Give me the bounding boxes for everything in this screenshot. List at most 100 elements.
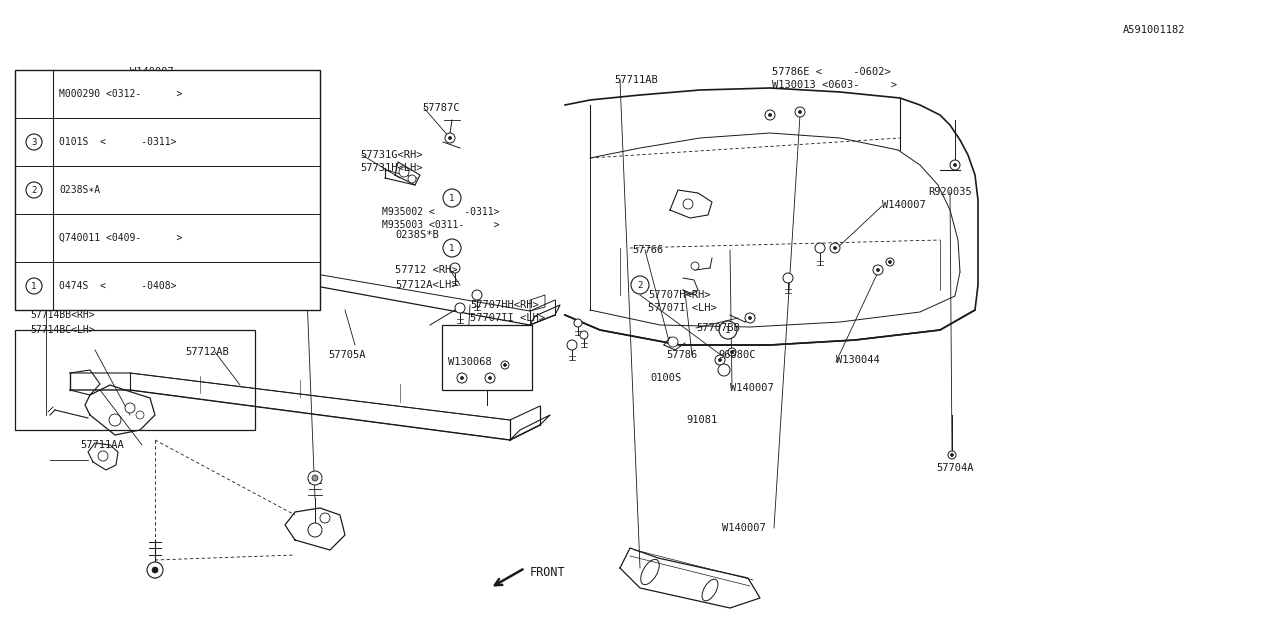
- Circle shape: [136, 411, 145, 419]
- Circle shape: [799, 111, 801, 113]
- Text: 1: 1: [726, 326, 731, 335]
- Circle shape: [783, 273, 794, 283]
- Circle shape: [718, 358, 722, 362]
- Circle shape: [573, 319, 582, 327]
- Circle shape: [718, 364, 730, 376]
- Text: M935003 <0311-     >: M935003 <0311- >: [381, 220, 499, 230]
- Circle shape: [312, 475, 317, 481]
- Circle shape: [728, 348, 736, 356]
- Circle shape: [125, 403, 134, 413]
- Circle shape: [631, 276, 649, 294]
- Circle shape: [888, 260, 891, 264]
- Text: 57714BC<LH>: 57714BC<LH>: [29, 325, 95, 335]
- Text: W140007: W140007: [722, 523, 765, 533]
- Text: W130013 <0603-     >: W130013 <0603- >: [772, 80, 897, 90]
- Text: 57728: 57728: [50, 195, 81, 205]
- Bar: [442, 325, 532, 390]
- Circle shape: [567, 340, 577, 350]
- Circle shape: [308, 471, 323, 485]
- Circle shape: [408, 175, 416, 183]
- Text: M000290 <0312-      >: M000290 <0312- >: [59, 89, 182, 99]
- Circle shape: [954, 163, 956, 166]
- Circle shape: [308, 523, 323, 537]
- Circle shape: [768, 113, 772, 116]
- Text: 57712A<LH>: 57712A<LH>: [396, 280, 457, 290]
- Circle shape: [719, 321, 737, 339]
- Circle shape: [451, 263, 460, 273]
- Circle shape: [948, 451, 956, 459]
- Circle shape: [147, 562, 163, 578]
- Circle shape: [472, 290, 483, 300]
- Text: 57731H<LH>: 57731H<LH>: [360, 163, 422, 173]
- Text: 3: 3: [32, 273, 37, 282]
- Circle shape: [950, 160, 960, 170]
- Circle shape: [152, 567, 157, 573]
- Circle shape: [886, 258, 893, 266]
- Circle shape: [454, 303, 465, 313]
- Circle shape: [877, 269, 879, 271]
- Text: 57707BB: 57707BB: [696, 323, 740, 333]
- Circle shape: [489, 376, 492, 380]
- Text: 57704A: 57704A: [936, 463, 974, 473]
- Text: ③: ③: [22, 273, 28, 283]
- Circle shape: [503, 364, 507, 367]
- Text: Q740011 <0409-      >: Q740011 <0409- >: [59, 233, 182, 243]
- Text: A591001182: A591001182: [1123, 25, 1185, 35]
- Text: 0238S∗A: 0238S∗A: [59, 185, 100, 195]
- Circle shape: [745, 313, 755, 323]
- Text: 57707I <LH>: 57707I <LH>: [648, 303, 717, 313]
- Text: 1: 1: [449, 243, 454, 253]
- Text: FRONT: FRONT: [530, 566, 566, 579]
- Circle shape: [500, 361, 509, 369]
- Text: 57711AA: 57711AA: [81, 440, 124, 450]
- Text: 57712 <RH>: 57712 <RH>: [396, 265, 457, 275]
- Circle shape: [399, 167, 410, 177]
- Text: 57786E <     -0602>: 57786E < -0602>: [772, 67, 891, 77]
- Circle shape: [443, 189, 461, 207]
- Circle shape: [485, 373, 495, 383]
- Text: 57766: 57766: [632, 245, 663, 255]
- Text: 91081: 91081: [686, 415, 717, 425]
- Bar: [15, 330, 255, 430]
- Text: 1: 1: [31, 282, 37, 291]
- Text: 3: 3: [31, 138, 37, 147]
- Text: 57712AB: 57712AB: [186, 347, 229, 357]
- Text: 57714BB<RH>: 57714BB<RH>: [29, 310, 95, 320]
- Circle shape: [765, 110, 774, 120]
- Text: M935002 <     -0311>: M935002 < -0311>: [381, 207, 499, 217]
- Text: 0101S  <      -0311>: 0101S < -0311>: [59, 137, 177, 147]
- Text: 0100S: 0100S: [650, 373, 681, 383]
- Circle shape: [795, 107, 805, 117]
- Circle shape: [873, 265, 883, 275]
- Bar: [15, 70, 320, 310]
- Text: 57707H<RH>: 57707H<RH>: [648, 290, 710, 300]
- Circle shape: [457, 373, 467, 383]
- Text: W140007: W140007: [882, 200, 925, 210]
- Circle shape: [731, 351, 733, 353]
- Text: 1: 1: [449, 193, 454, 202]
- Circle shape: [99, 451, 108, 461]
- Text: 57731G<RH>: 57731G<RH>: [360, 150, 422, 160]
- Circle shape: [448, 136, 452, 140]
- Circle shape: [833, 246, 837, 250]
- Text: 57705A: 57705A: [328, 350, 366, 360]
- Circle shape: [109, 414, 122, 426]
- Circle shape: [951, 454, 954, 456]
- Text: 57707II <LH>: 57707II <LH>: [470, 313, 545, 323]
- Text: 57786: 57786: [666, 350, 698, 360]
- Circle shape: [320, 513, 330, 523]
- Text: M120047: M120047: [270, 115, 314, 125]
- Text: W130044: W130044: [836, 355, 879, 365]
- Text: W140007: W140007: [131, 67, 174, 77]
- Circle shape: [26, 269, 44, 287]
- Circle shape: [749, 317, 751, 319]
- Circle shape: [716, 355, 724, 365]
- Text: W140007: W140007: [730, 383, 773, 393]
- Text: 57707HH<RH>: 57707HH<RH>: [470, 300, 539, 310]
- Circle shape: [684, 199, 692, 209]
- Text: R920035: R920035: [928, 187, 972, 197]
- Text: 57787C: 57787C: [422, 103, 460, 113]
- Text: 0238S*B: 0238S*B: [396, 230, 439, 240]
- Circle shape: [580, 331, 588, 339]
- Circle shape: [445, 133, 454, 143]
